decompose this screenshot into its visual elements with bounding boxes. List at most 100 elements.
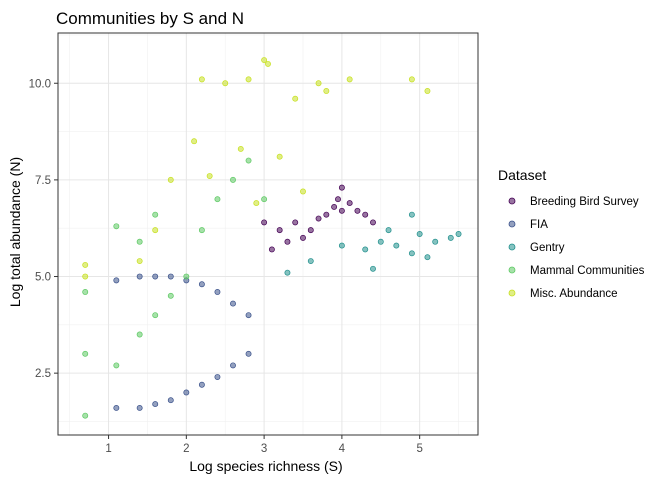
point-gentry bbox=[408, 250, 415, 257]
point-misc-abundance bbox=[237, 146, 244, 152]
point-misc-abundance bbox=[265, 60, 271, 67]
y-axis-title: Log total abundance (N) bbox=[7, 157, 23, 307]
legend-title: Dataset bbox=[498, 167, 546, 183]
point-mammal-communities bbox=[245, 157, 252, 164]
point-mammal-communities bbox=[261, 196, 268, 203]
point-misc-abundance bbox=[152, 227, 159, 234]
x-tick-label: 3 bbox=[261, 443, 267, 455]
x-axis-title: Log species richness (S) bbox=[189, 458, 342, 474]
point-gentry bbox=[432, 238, 439, 245]
point-fia bbox=[152, 401, 159, 408]
point-fia bbox=[230, 362, 236, 369]
legend-label-misc-abundance: Misc. Abundance bbox=[530, 288, 618, 300]
point-gentry bbox=[416, 231, 423, 237]
legend: Dataset Breeding Bird Survey FIA Gentry Mam… bbox=[498, 167, 645, 300]
point-misc-abundance bbox=[253, 200, 260, 207]
point-breeding-bird-survey bbox=[362, 211, 369, 218]
point-mammal-communities bbox=[136, 331, 143, 338]
legend-label-mammal-communities: Mammal Communities bbox=[530, 265, 645, 277]
point-breeding-bird-survey bbox=[284, 238, 291, 245]
y-tick-label: 7.5 bbox=[35, 175, 51, 187]
point-mammal-communities bbox=[152, 211, 159, 218]
point-breeding-bird-survey bbox=[346, 200, 353, 207]
point-breeding-bird-survey bbox=[338, 184, 345, 191]
legend-label-breeding-bird-survey: Breeding Bird Survey bbox=[530, 196, 639, 208]
point-gentry bbox=[385, 227, 392, 234]
point-fia bbox=[214, 289, 221, 295]
point-misc-abundance bbox=[167, 176, 174, 183]
point-gentry bbox=[447, 234, 454, 241]
point-mammal-communities bbox=[214, 196, 221, 203]
plot-panel bbox=[58, 33, 478, 435]
point-mammal-communities bbox=[183, 273, 190, 280]
point-misc-abundance bbox=[315, 80, 322, 87]
x-tick-label: 2 bbox=[183, 443, 189, 455]
point-gentry bbox=[362, 246, 369, 253]
y-tick-label: 2.5 bbox=[35, 368, 51, 380]
point-misc-abundance bbox=[136, 258, 143, 265]
point-misc-abundance bbox=[82, 261, 89, 268]
point-fia bbox=[167, 273, 174, 280]
x-tick-label: 4 bbox=[339, 443, 346, 455]
point-mammal-communities bbox=[113, 223, 120, 230]
legend-key-mammal-communities bbox=[508, 266, 516, 274]
point-misc-abundance bbox=[222, 80, 229, 87]
point-mammal-communities bbox=[198, 227, 205, 234]
point-gentry bbox=[408, 211, 415, 218]
point-fia bbox=[245, 312, 252, 319]
point-breeding-bird-survey bbox=[261, 219, 268, 226]
point-misc-abundance bbox=[261, 57, 268, 64]
point-misc-abundance bbox=[198, 76, 205, 83]
data-points bbox=[82, 57, 462, 419]
point-fia bbox=[167, 397, 174, 404]
point-breeding-bird-survey bbox=[354, 207, 361, 214]
point-breeding-bird-survey bbox=[268, 246, 275, 253]
point-breeding-bird-survey bbox=[338, 207, 345, 214]
point-fia bbox=[113, 277, 120, 284]
point-gentry bbox=[307, 258, 314, 265]
point-breeding-bird-survey bbox=[292, 219, 299, 226]
y-axis-ticks: 2.5 5.0 7.5 10.0 bbox=[29, 78, 58, 380]
point-mammal-communities bbox=[82, 412, 89, 419]
point-gentry bbox=[338, 242, 345, 249]
point-gentry bbox=[424, 254, 431, 261]
point-fia bbox=[198, 281, 205, 288]
legend-key-gentry bbox=[508, 243, 516, 251]
point-mammal-communities bbox=[113, 362, 120, 369]
legend-label-gentry: Gentry bbox=[530, 242, 565, 254]
point-fia bbox=[183, 389, 190, 396]
plot-border bbox=[57, 32, 479, 436]
point-misc-abundance bbox=[292, 95, 299, 102]
point-misc-abundance bbox=[300, 188, 306, 195]
point-misc-abundance bbox=[206, 173, 213, 179]
point-gentry bbox=[370, 265, 376, 272]
point-gentry bbox=[377, 238, 384, 245]
point-gentry bbox=[455, 231, 462, 237]
point-breeding-bird-survey bbox=[276, 227, 283, 234]
point-misc-abundance bbox=[82, 273, 89, 280]
x-tick-label: 5 bbox=[416, 443, 422, 455]
point-breeding-bird-survey bbox=[335, 196, 341, 203]
point-breeding-bird-survey bbox=[307, 227, 314, 234]
point-breeding-bird-survey bbox=[300, 234, 306, 241]
point-breeding-bird-survey bbox=[323, 211, 330, 218]
point-misc-abundance bbox=[323, 88, 330, 94]
point-mammal-communities bbox=[136, 238, 143, 245]
point-fia bbox=[198, 381, 205, 388]
point-fia bbox=[230, 300, 236, 307]
point-misc-abundance bbox=[424, 88, 431, 94]
point-mammal-communities bbox=[167, 292, 174, 299]
legend-label-fia: FIA bbox=[530, 219, 548, 231]
point-misc-abundance bbox=[346, 76, 353, 83]
legend-key-breeding-bird-survey bbox=[508, 197, 516, 205]
major-gridlines bbox=[58, 33, 478, 435]
point-fia bbox=[113, 404, 120, 411]
point-fia bbox=[214, 374, 221, 380]
legend-key-fia bbox=[508, 220, 516, 228]
x-axis-ticks: 1 2 3 4 5 bbox=[105, 435, 423, 455]
point-gentry bbox=[284, 269, 291, 276]
point-misc-abundance bbox=[245, 76, 252, 83]
legend-key-misc-abundance bbox=[508, 289, 516, 297]
point-fia bbox=[136, 273, 143, 280]
